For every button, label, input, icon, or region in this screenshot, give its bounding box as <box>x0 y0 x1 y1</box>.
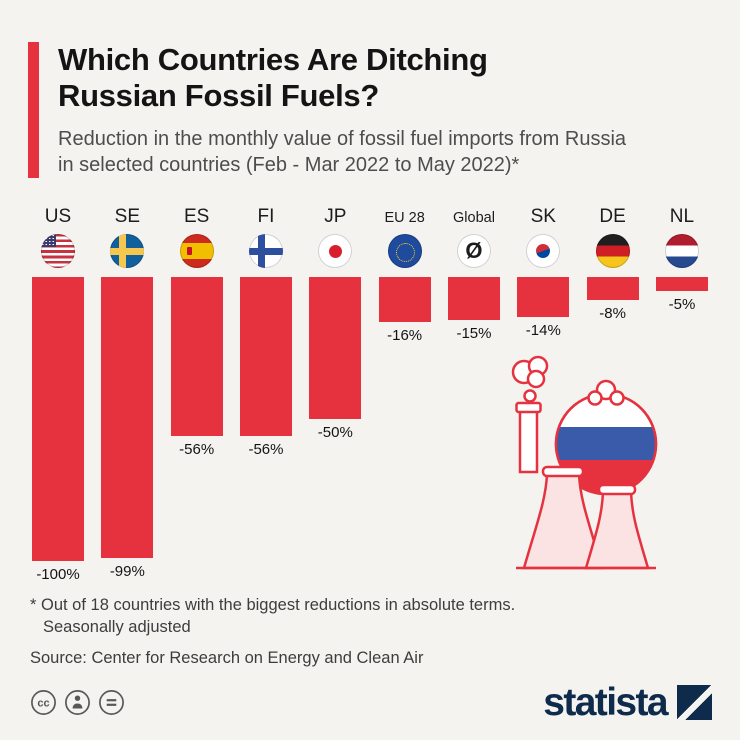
es-flag-icon <box>179 234 214 269</box>
bar <box>447 277 500 321</box>
title-line-2: Russian Fossil Fuels? <box>58 78 380 114</box>
chart-column: SK -14% <box>511 204 575 583</box>
bar-value-label: -16% <box>387 327 423 345</box>
eu-flag-icon <box>387 234 422 269</box>
statista-logo: statista <box>543 683 712 722</box>
us-flag-icon <box>41 234 75 269</box>
statista-wordmark: statista <box>543 681 668 724</box>
bar <box>517 277 570 318</box>
chart-column: FI -56% <box>234 204 298 583</box>
chart-column: SE -99% <box>95 204 159 583</box>
bar <box>239 277 292 437</box>
cc-icon: cc <box>30 689 57 716</box>
statista-logo-mark <box>677 685 712 720</box>
global-flag-icon: Ø <box>456 234 491 269</box>
page-subtitle: Reduction in the monthly value of fossil… <box>58 127 627 176</box>
attribution-icon <box>64 689 91 716</box>
country-code-label: DE <box>599 206 626 228</box>
bar-chart: US -100% SE -99% ES -56% FI -56% JP -50% EU 28 -16%… <box>26 204 714 583</box>
kr-flag-icon <box>526 234 561 269</box>
bar-value-label: -8% <box>599 305 626 323</box>
chart-column: DE -8% <box>581 204 645 583</box>
bar <box>378 277 431 323</box>
bar <box>101 277 154 559</box>
footnote-line-1: * Out of 18 countries with the biggest r… <box>30 596 516 615</box>
bar-value-label: -14% <box>525 322 561 340</box>
bar-value-label: -50% <box>317 424 353 442</box>
nl-flag-icon <box>664 234 699 269</box>
bar-value-label: -99% <box>109 563 145 581</box>
country-code-label: SK <box>530 206 556 228</box>
svg-text:cc: cc <box>37 698 49 710</box>
fi-flag-icon <box>248 234 283 269</box>
license-badges: cc <box>30 689 125 716</box>
de-flag-icon <box>595 234 630 269</box>
bar-value-label: -56% <box>179 441 215 459</box>
country-code-label: US <box>44 206 72 228</box>
bar-value-label: -5% <box>668 296 696 314</box>
country-code-label: SE <box>114 206 140 228</box>
se-flag-icon <box>110 234 145 269</box>
chart-columns: US -100% SE -99% ES -56% FI -56% JP -50% EU 28 -16%… <box>26 204 714 583</box>
footer: cc statista <box>30 683 712 722</box>
country-code-label: JP <box>324 206 347 228</box>
chart-column: ES -56% <box>165 204 229 583</box>
equals-icon <box>98 689 125 716</box>
header: Which Countries Are Ditching Russian Fos… <box>28 42 710 179</box>
footnote-line-2: Seasonally adjusted <box>43 618 191 637</box>
country-code-label: EU 28 <box>384 210 425 227</box>
bar <box>655 277 708 292</box>
country-code-label: FI <box>257 206 275 228</box>
country-code-label: NL <box>669 206 695 228</box>
header-text: Which Countries Are Ditching Russian Fos… <box>58 42 638 178</box>
footnotes: * Out of 18 countries with the biggest r… <box>30 595 710 669</box>
country-code-label: ES <box>183 206 210 228</box>
chart-column: EU 28 -16% <box>373 204 437 583</box>
bar-value-label: -100% <box>36 566 80 584</box>
chart-column: JP -50% <box>303 204 367 583</box>
chart-column: NL -5% <box>650 204 714 583</box>
title-accent-bar <box>28 42 39 179</box>
bar <box>170 277 223 437</box>
bar <box>309 277 362 420</box>
power-plant-illustration <box>511 356 658 570</box>
title-line-1: Which Countries Are Ditching <box>58 42 488 77</box>
bar <box>32 277 84 562</box>
bar-value-label: -56% <box>248 441 284 459</box>
page-title: Which Countries Are Ditching Russian Fos… <box>58 42 638 115</box>
chart-column: Global Ø -15% <box>442 204 506 583</box>
country-code-label: Global <box>453 210 495 227</box>
bar <box>586 277 639 301</box>
jp-flag-icon <box>318 234 353 269</box>
chart-column: US -100% <box>26 204 90 583</box>
bar-value-label: -15% <box>456 325 492 343</box>
source-line: Source: Center for Research on Energy an… <box>30 648 424 667</box>
